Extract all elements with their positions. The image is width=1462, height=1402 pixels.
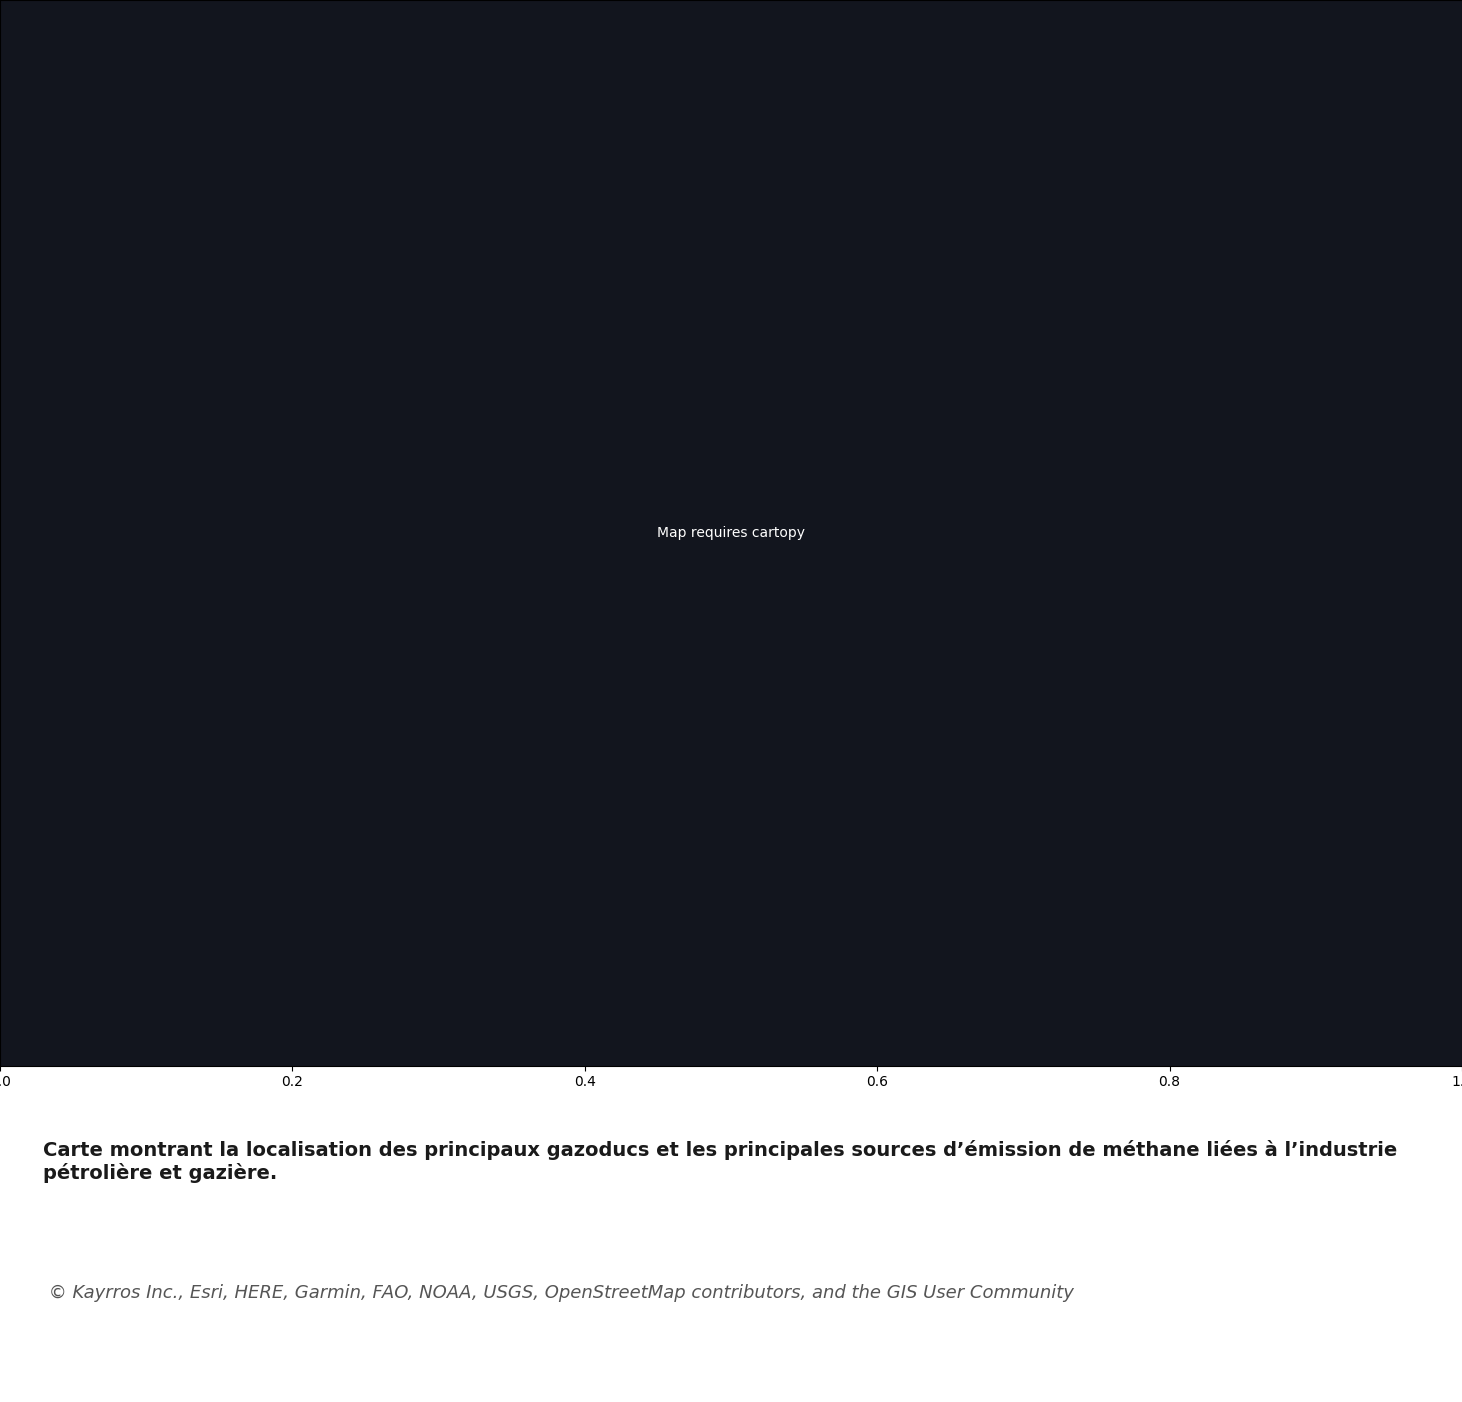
Text: Map requires cartopy: Map requires cartopy bbox=[656, 526, 806, 540]
Text: Carte montrant la localisation des principaux gazoducs et les principales source: Carte montrant la localisation des princ… bbox=[44, 1140, 1398, 1183]
Text: © Kayrros Inc., Esri, HERE, Garmin, FAO, NOAA, USGS, OpenStreetMap contributors,: © Kayrros Inc., Esri, HERE, Garmin, FAO,… bbox=[44, 1284, 1075, 1302]
